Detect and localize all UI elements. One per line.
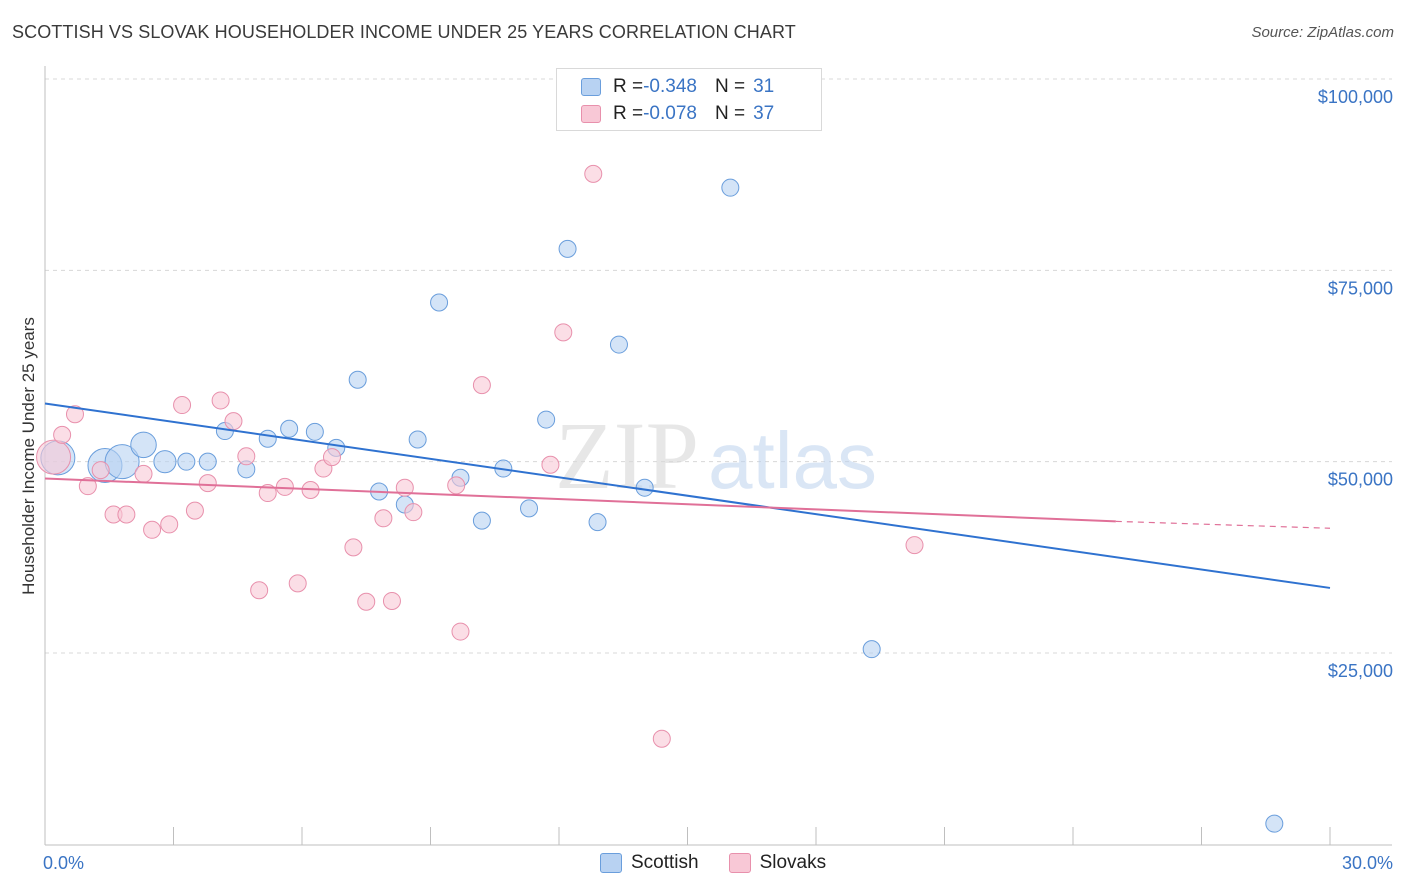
legend-swatch-slovaks — [581, 105, 601, 123]
data-point — [447, 476, 466, 495]
watermark: ZIP atlas — [555, 402, 877, 509]
legend-row-scottish: R = -0.348 N = 31 — [581, 74, 774, 100]
data-point — [224, 412, 243, 431]
legend-n-value: 31 — [753, 76, 775, 97]
data-point — [173, 396, 192, 415]
data-point — [305, 422, 324, 441]
y-tick-label: $25,000 — [1328, 661, 1393, 681]
data-point — [472, 376, 491, 395]
data-point — [198, 474, 217, 493]
source-label: Source: ZipAtlas.com — [1251, 24, 1394, 41]
x-tick-labels: 0.0% 30.0% — [43, 853, 1393, 873]
data-point — [430, 293, 449, 312]
data-point — [134, 464, 153, 483]
data-point — [520, 499, 539, 518]
data-point — [237, 447, 256, 466]
legend-label-scottish: Scottish — [631, 852, 699, 873]
data-point — [185, 501, 204, 520]
legend-r-value: -0.348 — [643, 76, 697, 97]
trend-line — [44, 402, 1331, 589]
legend-r-label: R = — [613, 103, 644, 124]
data-point — [537, 410, 556, 429]
x-tick-label: 30.0% — [1342, 853, 1393, 873]
grid-lines — [45, 78, 1392, 654]
data-point — [541, 455, 560, 474]
chart-title: SCOTTISH VS SLOVAK HOUSEHOLDER INCOME UN… — [12, 22, 796, 42]
data-point — [91, 461, 110, 480]
x-tick-label: 0.0% — [43, 853, 84, 873]
legend-swatch-scottish — [600, 853, 622, 873]
data-point — [130, 431, 157, 459]
data-point — [348, 370, 367, 389]
series-legend: Scottish Slovaks — [600, 852, 856, 874]
data-point — [258, 429, 277, 448]
data-point — [584, 164, 603, 183]
legend-swatch-slovaks — [728, 853, 751, 873]
data-point — [588, 513, 607, 532]
data-point — [322, 448, 341, 467]
data-point — [117, 505, 136, 524]
data-point — [635, 478, 654, 497]
data-point — [160, 515, 179, 534]
trend-lines — [44, 402, 1331, 589]
data-point — [558, 239, 577, 258]
y-tick-label: $50,000 — [1328, 470, 1393, 490]
data-point — [104, 444, 140, 480]
data-point — [408, 430, 427, 449]
data-point — [404, 503, 423, 522]
y-tick-label: $100,000 — [1318, 87, 1393, 107]
data-point — [357, 592, 376, 611]
trend-line — [44, 477, 1116, 523]
legend-n-label: N = — [714, 76, 746, 97]
data-point — [472, 511, 491, 530]
data-point — [344, 538, 363, 557]
data-point — [65, 405, 84, 424]
data-point — [211, 391, 230, 410]
legend-item-scottish: Scottish — [600, 852, 699, 874]
data-point — [721, 178, 740, 197]
data-points — [36, 164, 1284, 833]
legend-item-slovaks: Slovaks — [728, 852, 827, 874]
legend-n-value: 37 — [753, 103, 775, 124]
data-point — [143, 520, 162, 539]
data-point — [177, 452, 196, 471]
stats-legend: R = -0.348 N = 31 R = -0.078 N = 37 — [556, 68, 822, 131]
watermark-zip: ZIP — [555, 402, 699, 509]
data-point — [905, 536, 924, 555]
y-axis-label: Householder Income Under 25 years — [19, 317, 38, 595]
legend-label-slovaks: Slovaks — [759, 852, 827, 873]
data-point — [382, 591, 401, 610]
legend-row-slovaks: R = -0.078 N = 37 — [581, 101, 774, 127]
data-point — [862, 640, 881, 659]
trend-line-extension — [1115, 520, 1331, 529]
legend-swatch-scottish — [581, 78, 601, 96]
data-point — [198, 452, 217, 471]
y-tick-labels: $25,000 $50,000 $75,000 $100,000 — [1318, 87, 1393, 681]
legend-r-label: R = — [613, 76, 644, 97]
watermark-atlas: atlas — [708, 416, 877, 505]
data-point — [652, 729, 671, 748]
y-tick-label: $75,000 — [1328, 278, 1393, 298]
data-point — [280, 419, 299, 438]
data-point — [288, 574, 307, 593]
data-point — [1265, 814, 1284, 833]
legend-r-value: -0.078 — [643, 103, 697, 124]
data-point — [153, 450, 177, 474]
data-point — [36, 439, 72, 475]
data-point — [451, 622, 470, 641]
data-point — [374, 509, 393, 528]
data-point — [258, 484, 277, 503]
data-point — [53, 425, 72, 444]
data-point — [609, 335, 628, 354]
legend-n-label: N = — [714, 103, 746, 124]
data-point — [78, 477, 97, 496]
data-point — [554, 323, 573, 342]
data-point — [250, 581, 269, 600]
